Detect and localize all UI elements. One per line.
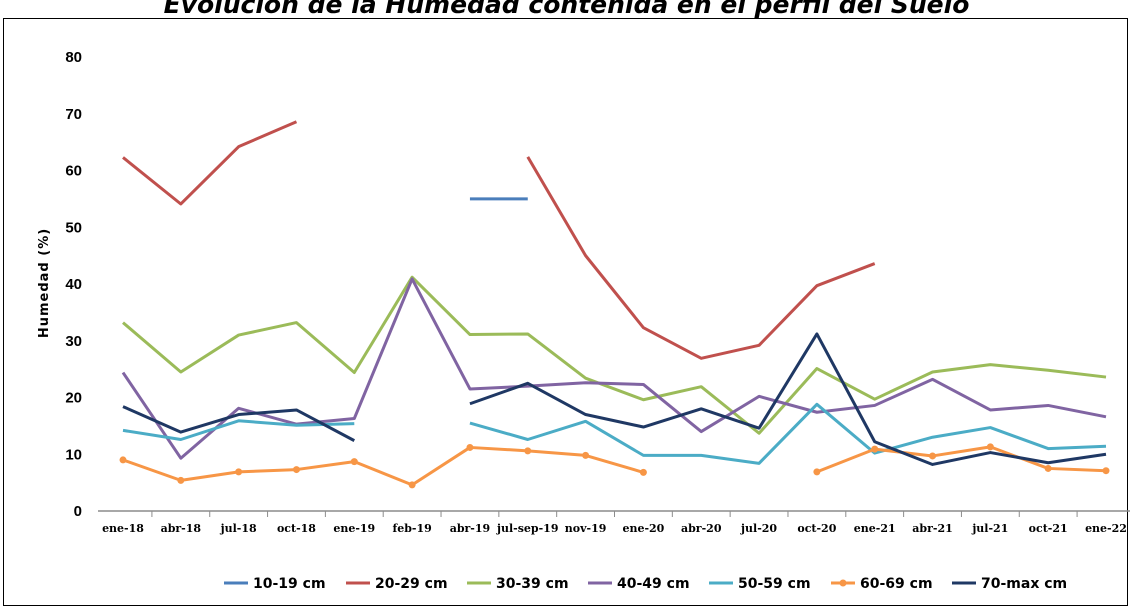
y-axis-label: Humedad (%) [37,228,52,338]
y-tick-label: 40 [65,276,82,293]
data-point [466,443,474,451]
data-point [639,468,647,476]
data-point [408,481,416,489]
x-tick-label: jul-20 [740,522,777,535]
data-point [1102,467,1110,475]
series-line [526,156,876,360]
legend-item: 70-max cm [952,576,1067,592]
y-tick-label: 60 [65,163,82,180]
series-line [122,120,298,206]
series-70-max-cm [122,332,1107,466]
x-tick-label: jul-21 [971,522,1008,535]
data-point [813,468,821,476]
legend-item: 50-59 cm [709,576,811,592]
y-tick-label: 30 [65,333,82,350]
series-40-49-cm [121,277,1107,460]
series-line [121,277,1107,460]
series-20-29-cm [122,120,876,360]
y-tick-label: 0 [74,503,82,520]
legend: 10-19 cm 20-29 cm 30-39 cm 40-49 cm 50-59 cm… [224,576,1067,592]
legend-item: 60-69 cm [831,576,933,592]
x-tick-label: oct-21 [1029,522,1068,535]
x-axis: ene-18 abr-18 jul-18 oct-18 ene-19 feb-19 abr-… [98,510,1130,535]
x-tick-label: ene-18 [102,522,144,535]
legend-label: 50-59 cm [738,576,811,592]
data-point [986,443,994,451]
x-tick-label: jul-18 [220,522,257,535]
x-tick-label: oct-20 [797,522,836,535]
x-tick-label: jul-sep-19 [496,522,558,535]
data-point [235,468,243,476]
x-tick-label: abr-21 [912,522,953,535]
series-lines [119,120,1110,489]
series-line [816,445,1107,474]
legend-label: 30-39 cm [496,576,569,592]
series-line [469,402,1107,465]
x-tick-label: nov-19 [565,522,607,535]
legend-label: 10-19 cm [253,576,326,592]
legend-label: 40-49 cm [617,576,690,592]
legend-marker [839,579,847,587]
series-line [469,332,1107,466]
x-tick-label: oct-18 [277,522,316,535]
x-tick-label: feb-19 [392,522,431,535]
y-tick-label: 50 [65,219,82,236]
data-point [1044,464,1052,472]
data-point [582,451,590,459]
x-tick-label: ene-20 [622,522,664,535]
data-point [119,456,127,464]
chart-frame [3,18,1128,606]
x-tick-label: ene-21 [854,522,896,535]
data-point [177,476,185,484]
data-point [292,466,300,474]
legend-item: 10-19 cm [224,576,326,592]
data-point [871,445,879,453]
y-tick-label: 70 [65,106,82,123]
chart-title: Evolución de la Humedad contenida en el … [163,0,970,19]
series-60-69-cm [119,443,1110,489]
series-50-59-cm [122,402,1107,465]
y-tick-label: 10 [65,446,82,463]
legend-label: 60-69 cm [860,576,933,592]
y-tick-label: 20 [65,390,82,407]
y-axis: 0 10 20 30 40 50 60 70 80 [65,49,82,520]
legend-item: 30-39 cm [467,576,569,592]
series-line [122,445,644,487]
y-tick-label: 80 [65,49,82,66]
legend-item: 20-29 cm [346,576,448,592]
x-tick-label: abr-18 [161,522,202,535]
x-tick-label: abr-19 [450,522,491,535]
x-tick-label: ene-22 [1085,522,1127,535]
legend-label: 20-29 cm [375,576,448,592]
data-point [524,447,532,455]
data-point [929,452,937,460]
x-tick-label: ene-19 [333,522,375,535]
series-line [122,405,355,442]
series-30-39-cm [122,275,1107,435]
legend-label: 70-max cm [981,576,1067,592]
series-line [122,275,1107,435]
x-tick-label: abr-20 [681,522,722,535]
data-point [350,458,358,466]
series-line [122,419,355,441]
legend-item: 40-49 cm [588,576,690,592]
